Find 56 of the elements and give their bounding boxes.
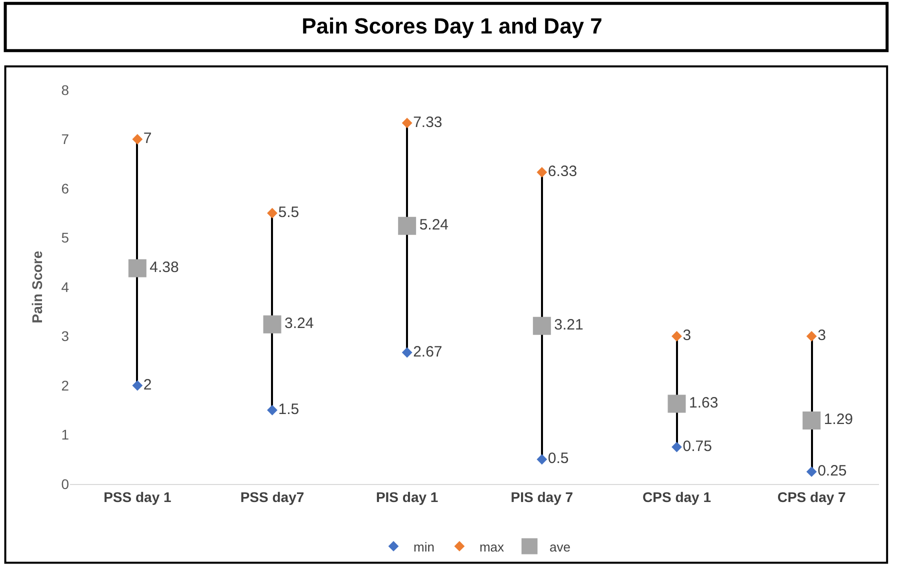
x-tick-label: CPS day 1	[642, 488, 712, 505]
data-label: 7	[143, 130, 152, 147]
y-tick-label: 0	[61, 476, 70, 492]
legend-label: max	[479, 539, 505, 554]
data-label: 0.75	[682, 438, 712, 455]
x-tick-label: CPS day 7	[777, 488, 846, 505]
y-tick-label: 5	[61, 230, 70, 246]
data-label: 4.38	[150, 259, 179, 276]
data-label: 3	[682, 327, 692, 344]
data-label: 2.67	[413, 343, 442, 360]
data-label: 1.63	[689, 394, 718, 412]
y-axis-title: Pain Score	[28, 250, 45, 324]
point	[267, 208, 278, 218]
data-label: 3.21	[554, 316, 584, 334]
point	[132, 134, 143, 144]
point	[263, 315, 282, 334]
data-label: 2	[143, 376, 152, 394]
x-tick-label: PSS day 1	[104, 488, 172, 505]
data-label: 5.24	[419, 216, 449, 234]
point	[672, 331, 682, 342]
point	[806, 331, 817, 342]
data-label: 1.29	[824, 411, 854, 428]
chart-title: Pain Scores Day 1 and Day 7	[302, 14, 602, 39]
x-tick-label: PSS day7	[240, 488, 304, 505]
data-label: 0.5	[548, 450, 569, 468]
data-label: 0.25	[818, 462, 847, 480]
point	[402, 118, 412, 128]
point	[668, 394, 686, 413]
point	[536, 454, 548, 465]
data-label: 5.5	[278, 204, 300, 221]
y-tick-label: 4	[61, 278, 70, 295]
y-tick-label: 1	[61, 426, 70, 443]
legend-label: ave	[550, 539, 570, 554]
data-label: 7.33	[413, 114, 442, 131]
x-tick-label: PIS day 1	[376, 488, 438, 505]
point	[267, 404, 278, 416]
y-tick-label: 8	[61, 82, 70, 98]
point	[672, 442, 682, 452]
point	[532, 316, 551, 335]
point	[536, 167, 548, 178]
x-tick-label: PIS day 7	[510, 488, 574, 505]
y-tick-label: 3	[61, 328, 70, 344]
point	[402, 347, 412, 358]
y-tick-label: 7	[61, 131, 70, 148]
point	[802, 411, 821, 430]
data-label: 1.5	[278, 400, 300, 418]
y-tick-label: 6	[61, 180, 70, 196]
point	[128, 259, 146, 278]
data-label: 3	[818, 327, 826, 344]
data-label: 3.24	[284, 315, 314, 332]
point	[132, 380, 143, 391]
point	[806, 466, 817, 477]
data-label: 6.33	[548, 163, 578, 180]
point	[398, 216, 416, 235]
y-tick-label: 2	[61, 377, 70, 394]
legend-label: min	[414, 539, 434, 554]
